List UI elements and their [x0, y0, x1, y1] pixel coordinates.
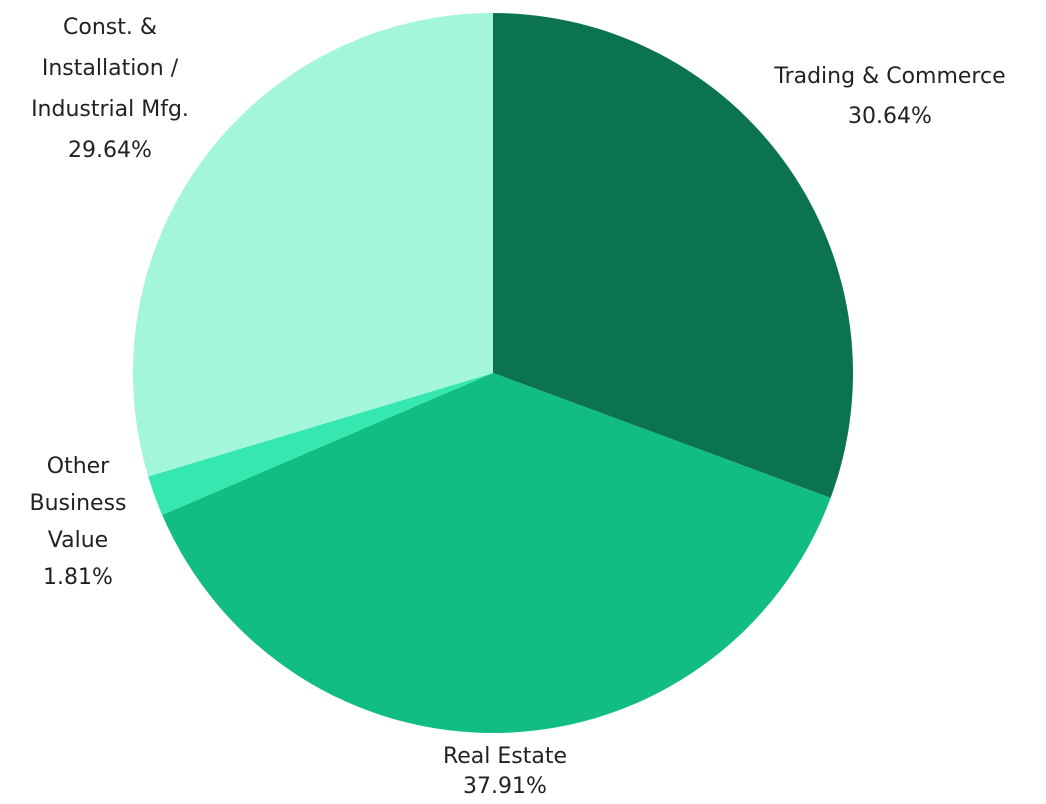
value-label: 30.64% — [730, 97, 1046, 137]
category-label: Trading & Commerce — [730, 57, 1046, 97]
value-label: 37.91% — [355, 772, 655, 802]
category-label: Other Business Value — [13, 448, 143, 559]
slice-label: Const. & Installation / Industrial Mfg.2… — [10, 7, 210, 171]
category-label: Real Estate — [355, 742, 655, 772]
value-label: 29.64% — [10, 130, 210, 171]
value-label: 1.81% — [13, 559, 143, 596]
page: (() => { const data = JSON.parse(documen… — [0, 0, 1046, 804]
category-label: Const. & Installation / Industrial Mfg. — [10, 7, 210, 130]
